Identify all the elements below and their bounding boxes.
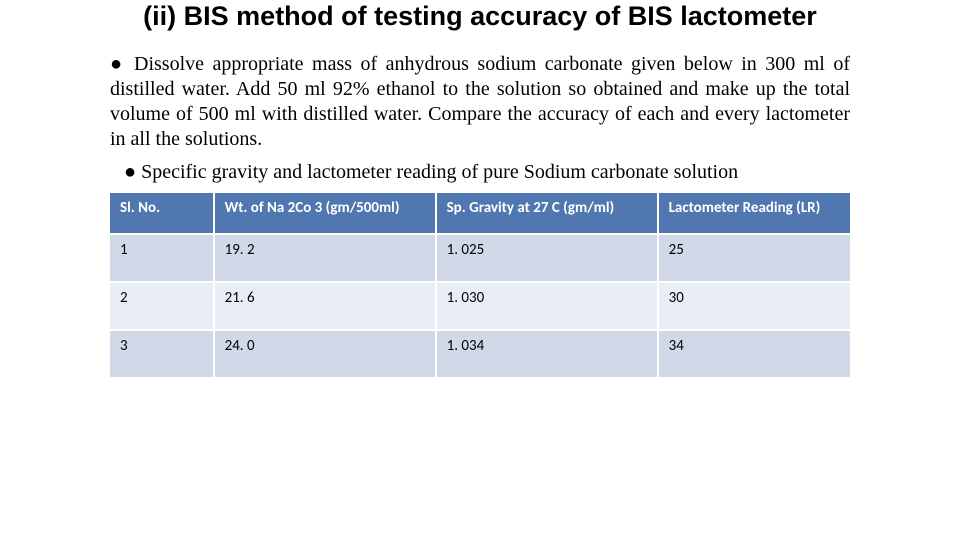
table-header-row: Sl. No. Wt. of Na 2Co 3 (gm/500ml) Sp. G…: [110, 193, 850, 234]
table-header-cell: Sp. Gravity at 27 C (gm/ml): [436, 193, 658, 234]
table-cell: 21. 6: [214, 282, 436, 330]
table-cell: 1. 030: [436, 282, 658, 330]
table-row: 2 21. 6 1. 030 30: [110, 282, 850, 330]
table-row: 3 24. 0 1. 034 34: [110, 330, 850, 377]
table-cell: 1. 034: [436, 330, 658, 377]
table-cell: 1. 025: [436, 234, 658, 282]
table-cell: 24. 0: [214, 330, 436, 377]
data-table: Sl. No. Wt. of Na 2Co 3 (gm/500ml) Sp. G…: [110, 193, 850, 377]
table-cell: 2: [110, 282, 214, 330]
table-header-cell: Sl. No.: [110, 193, 214, 234]
paragraph-2: ● Specific gravity and lactometer readin…: [110, 160, 850, 185]
table-cell: 19. 2: [214, 234, 436, 282]
page-title: (ii) BIS method of testing accuracy of B…: [110, 0, 850, 32]
table-row: 1 19. 2 1. 025 25: [110, 234, 850, 282]
paragraph-1: ● Dissolve appropriate mass of anhydrous…: [110, 52, 850, 152]
table-cell: 3: [110, 330, 214, 377]
table-cell: 30: [658, 282, 850, 330]
table-cell: 25: [658, 234, 850, 282]
table-cell: 34: [658, 330, 850, 377]
table-header-cell: Wt. of Na 2Co 3 (gm/500ml): [214, 193, 436, 234]
table-cell: 1: [110, 234, 214, 282]
table-header-cell: Lactometer Reading (LR): [658, 193, 850, 234]
